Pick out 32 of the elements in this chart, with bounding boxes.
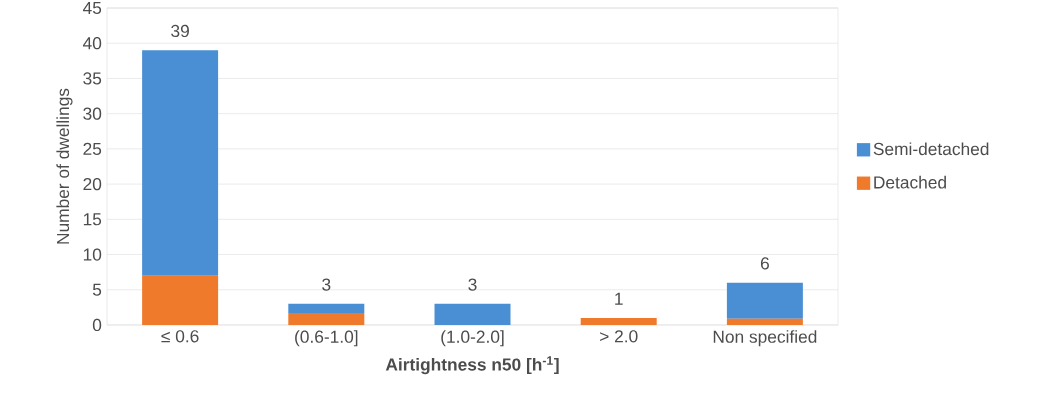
y-axis-title: Number of dwellings: [56, 88, 73, 244]
x-tick-label: (0.6-1.0]: [295, 330, 358, 347]
y-tick-label: 25: [83, 142, 102, 156]
total-label: 39: [171, 24, 189, 38]
x-axis-title: Airtightness n50 [h$^{-1}$]: [385, 356, 559, 375]
legend-label: Detached: [874, 175, 946, 189]
bar: [726, 318, 803, 325]
total-label: 6: [760, 257, 769, 270]
bar: [580, 317, 657, 325]
x-tick-label: ≤ 0.6: [161, 330, 199, 343]
y-tick-label: 20: [83, 177, 102, 191]
x-tick-label: Non specified: [713, 330, 817, 347]
x-tick-label: > 2.0: [600, 330, 638, 343]
y-tick-label: 0: [92, 318, 102, 332]
y-tick-label: 40: [82, 37, 102, 50]
y-tick-label: 15: [83, 213, 102, 226]
total-label: 3: [322, 278, 331, 291]
bar: [288, 313, 365, 325]
y-tick-label: 30: [83, 107, 102, 120]
bar: [726, 282, 803, 319]
total-label: 3: [468, 278, 477, 291]
bar: [288, 303, 365, 314]
bar: [142, 275, 219, 325]
total-label: 1: [615, 292, 623, 305]
y-tick-label: 35: [83, 72, 102, 85]
bar: [142, 50, 219, 276]
legend-label: Semi-detached: [873, 142, 989, 156]
y-tick-label: 5: [92, 283, 102, 296]
y-tick-label: 45: [82, 1, 102, 15]
y-tick-label: 10: [83, 248, 102, 261]
bar: [434, 303, 511, 325]
x-tick-label: (1.0-2.0]: [441, 330, 504, 347]
